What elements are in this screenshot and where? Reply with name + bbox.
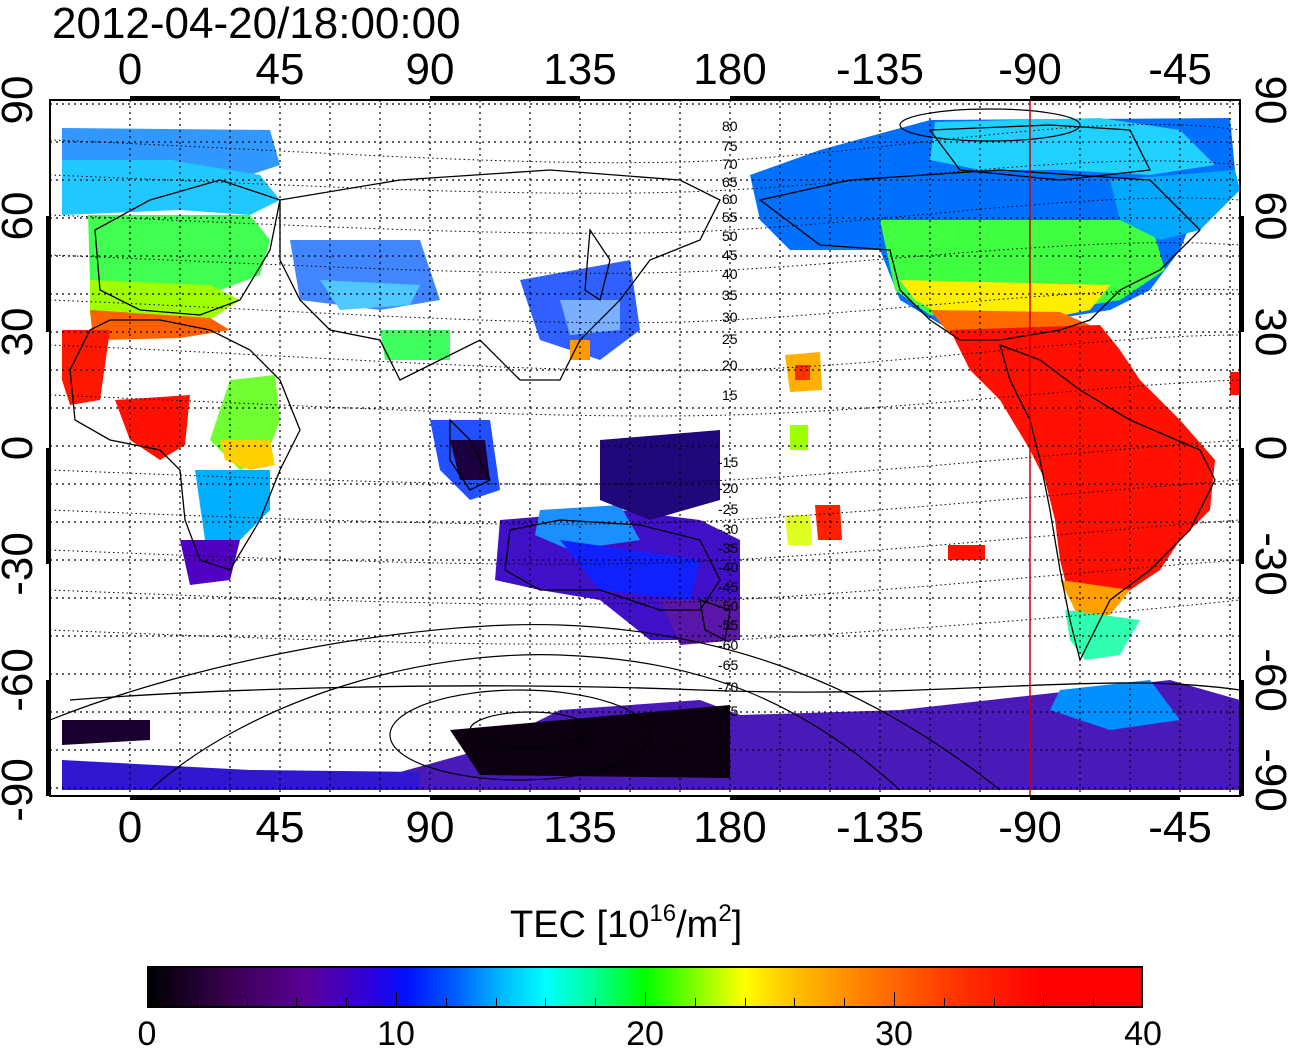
contour-label: -65 bbox=[718, 657, 738, 673]
contour-labels: 80 75 70 65 60 55 50 45 40 35 30 25 20 1… bbox=[718, 118, 738, 719]
tec-region-north-america bbox=[750, 118, 1240, 345]
colorbar-minor-tick bbox=[1043, 998, 1045, 1008]
colorbar-minor-tick bbox=[794, 998, 796, 1008]
contour-label: 20 bbox=[722, 357, 738, 373]
colorbar-minor-tick bbox=[246, 998, 248, 1008]
tec-region-europe-africa bbox=[62, 128, 280, 585]
tec-world-map: 80 75 70 65 60 55 50 45 40 35 30 25 20 1… bbox=[46, 96, 1244, 800]
coastlines bbox=[69, 124, 1240, 701]
colorbar-minor-tick bbox=[894, 992, 895, 1008]
colorbar-minor-tick bbox=[744, 998, 746, 1008]
contour-label: -25 bbox=[718, 501, 738, 517]
tec-region-pacific bbox=[785, 352, 985, 560]
colorbar-tick-label: 30 bbox=[875, 1015, 913, 1053]
colorbar-minor-tick bbox=[445, 998, 447, 1008]
contour-label: 50 bbox=[722, 228, 738, 244]
contour-label: 15 bbox=[722, 387, 738, 403]
colorbar-minor-tick bbox=[495, 998, 497, 1008]
contour-label: -35 bbox=[718, 540, 738, 556]
contour-label: 80 bbox=[722, 118, 738, 134]
contour-label: 40 bbox=[722, 266, 738, 282]
colorbar-minor-tick bbox=[595, 998, 597, 1008]
colorbar-minor-tick bbox=[296, 998, 298, 1008]
colorbar-tick-label: 10 bbox=[377, 1015, 415, 1053]
lon-top-label: 135 bbox=[543, 45, 617, 94]
contour-label: 70 bbox=[722, 156, 738, 172]
contour-label: 45 bbox=[722, 247, 738, 263]
contour-label: 75 bbox=[722, 138, 738, 154]
contour-label: -15 bbox=[718, 454, 738, 470]
colorbar-minor-tick bbox=[346, 998, 348, 1008]
lon-top-label: 0 bbox=[117, 45, 143, 94]
lon-bottom-label: 0 bbox=[117, 803, 143, 852]
colorbar-title-suffix: ] bbox=[731, 904, 743, 946]
colorbar-title-exponent-2: 2 bbox=[718, 900, 732, 927]
lon-bottom-label: -90 bbox=[998, 803, 1062, 852]
contour-label: 30 bbox=[722, 309, 738, 325]
colorbar-tick-label: 0 bbox=[137, 1015, 157, 1053]
colorbar-minor-tick bbox=[1093, 998, 1095, 1008]
colorbar-title: TEC [1016/m2] bbox=[510, 902, 743, 946]
lon-bottom-label: -45 bbox=[1148, 803, 1212, 852]
contour-label: -60 bbox=[718, 637, 738, 653]
contour-label: 35 bbox=[722, 287, 738, 303]
colorbar-minor-tick bbox=[545, 998, 547, 1008]
contour-label: -30 bbox=[718, 521, 738, 537]
colorbar-title-unit: /m bbox=[676, 904, 719, 946]
colorbar-minor-tick bbox=[396, 992, 397, 1008]
lon-bottom-label: 90 bbox=[405, 803, 455, 852]
colorbar-title-exponent: 16 bbox=[649, 900, 677, 927]
map-timestamp-title: 2012-04-20/18:00:00 bbox=[52, 0, 461, 48]
contour-label: -50 bbox=[718, 598, 738, 614]
tec-region-antarctica bbox=[62, 680, 1240, 790]
lon-bottom-label: 180 bbox=[693, 803, 767, 852]
colorbar-minor-tick bbox=[993, 998, 995, 1008]
contour-label: 25 bbox=[722, 331, 738, 347]
colorbar-minor-tick bbox=[645, 992, 646, 1008]
contour-label: 55 bbox=[722, 209, 738, 225]
lon-top-label: 45 bbox=[255, 45, 305, 94]
lon-top-label: -90 bbox=[998, 45, 1062, 94]
lon-top-label: -45 bbox=[1148, 45, 1212, 94]
colorbar-tick-label: 40 bbox=[1124, 1015, 1162, 1053]
lon-top-label: 180 bbox=[693, 45, 767, 94]
colorbar-minor-tick bbox=[196, 998, 198, 1008]
contour-label: -40 bbox=[718, 559, 738, 575]
lon-bottom-label: 135 bbox=[543, 803, 617, 852]
contour-label: -75 bbox=[718, 703, 738, 719]
colorbar-minor-tick bbox=[943, 998, 945, 1008]
map-graticule bbox=[50, 100, 1240, 796]
lon-bottom-label: -135 bbox=[835, 803, 925, 852]
colorbar-minor-tick bbox=[844, 998, 846, 1008]
lon-top-label: 90 bbox=[405, 45, 455, 94]
colorbar-tick-label: 20 bbox=[626, 1015, 664, 1053]
colorbar-minor-tick bbox=[694, 998, 696, 1008]
lon-bottom-label: 45 bbox=[255, 803, 305, 852]
map-frame-ticks bbox=[46, 96, 1244, 800]
contour-label: 60 bbox=[722, 191, 738, 207]
contour-label: -45 bbox=[718, 579, 738, 595]
colorbar-title-prefix: TEC [10 bbox=[510, 904, 650, 946]
contour-label: -70 bbox=[718, 679, 738, 695]
south-pole-contours bbox=[50, 108, 1081, 791]
contour-label: 65 bbox=[722, 174, 738, 190]
contour-label: -20 bbox=[718, 480, 738, 496]
lon-top-label: -135 bbox=[835, 45, 925, 94]
contour-label: -55 bbox=[718, 617, 738, 633]
